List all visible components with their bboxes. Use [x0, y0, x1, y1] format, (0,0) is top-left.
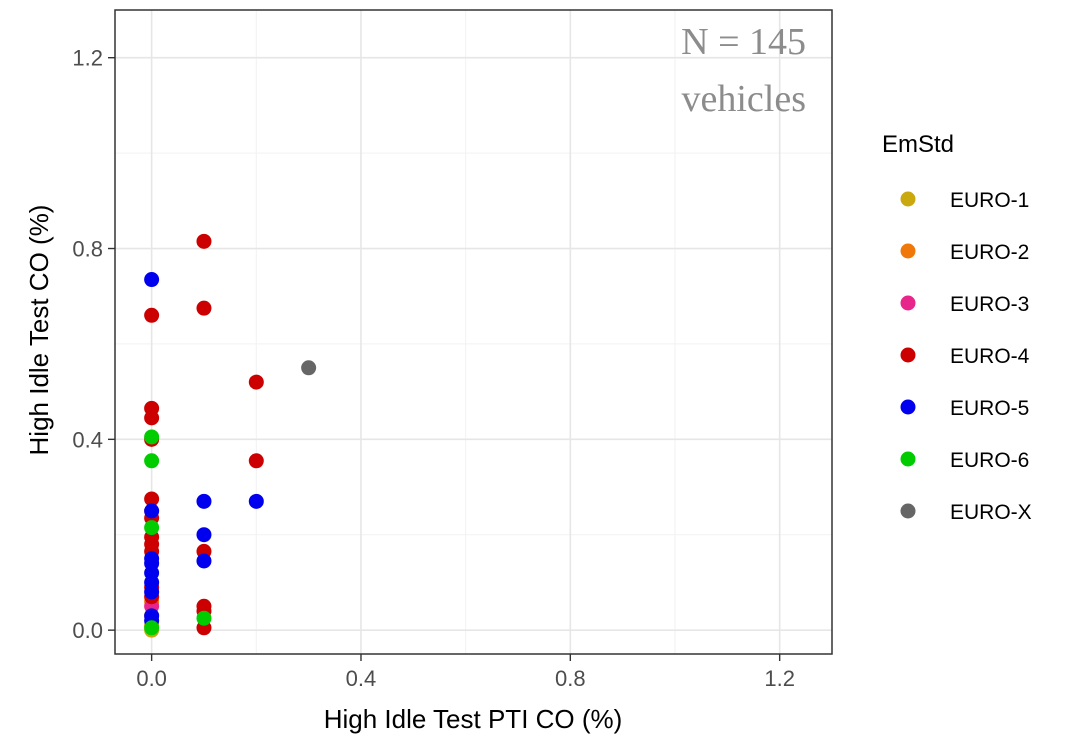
legend-label: EURO-6: [950, 449, 1029, 472]
legend-label: EURO-3: [950, 293, 1029, 316]
legend-swatch: [900, 399, 916, 415]
data-point: [144, 584, 160, 600]
grid-lines: [115, 10, 832, 654]
legend-label: EURO-X: [950, 501, 1032, 524]
y-tick-label: 0.8: [72, 237, 103, 262]
x-tick-label: 0.8: [555, 666, 586, 691]
legend-swatch: [900, 243, 916, 259]
data-point: [144, 429, 160, 445]
data-point: [248, 453, 264, 469]
legend-label: EURO-4: [950, 345, 1030, 368]
legend-items: EURO-1 EURO-2 EURO-3 EURO-4 EURO-5 EURO-6 EURO…: [900, 189, 1032, 524]
legend-swatch: [900, 451, 916, 467]
legend-swatch: [900, 347, 916, 363]
data-point: [196, 527, 212, 543]
y-axis-title: High Idle Test CO (%): [24, 205, 54, 456]
legend-swatch: [900, 191, 916, 207]
data-point: [144, 453, 160, 469]
legend-title: EmStd: [882, 131, 954, 158]
axis-ticks: 0.0 0.4 0.8 1.2 0.0 0.4 0.8 1.2: [72, 46, 795, 691]
legend-swatch: [900, 295, 916, 311]
legend-label: EURO-5: [950, 397, 1029, 420]
data-point: [144, 520, 160, 536]
y-tick-label: 0.4: [72, 427, 103, 452]
legend: EmStd EURO-1EURO-2EURO-3EURO-4EURO-5EURO…: [882, 131, 1032, 524]
data-point: [196, 300, 212, 316]
legend-swatch: [900, 503, 916, 519]
data-point: [301, 360, 317, 376]
data-point: [144, 620, 160, 636]
x-tick-label: 0.4: [346, 666, 377, 691]
data-point: [196, 553, 212, 569]
data-point: [144, 272, 160, 288]
y-tick-label: 1.2: [72, 46, 103, 71]
data-point: [144, 307, 160, 323]
data-point: [196, 233, 212, 249]
annotation-line2: vehicles: [681, 78, 806, 120]
data-point: [196, 610, 212, 626]
annotation-line1: N = 145: [681, 21, 806, 63]
data-point: [248, 493, 264, 509]
data-point: [144, 503, 160, 519]
y-tick-label: 0.0: [72, 618, 103, 643]
x-tick-label: 0.0: [136, 666, 167, 691]
x-tick-label: 1.2: [764, 666, 795, 691]
data-point: [248, 374, 264, 390]
data-points: [144, 233, 317, 638]
x-axis-title: High Idle Test PTI CO (%): [324, 704, 623, 734]
legend-label: EURO-2: [950, 241, 1029, 264]
data-point: [144, 410, 160, 426]
plot-panel-border: [114, 9, 833, 655]
legend-label: EURO-1: [950, 189, 1029, 212]
data-point: [196, 493, 212, 509]
data-point: [144, 491, 160, 507]
